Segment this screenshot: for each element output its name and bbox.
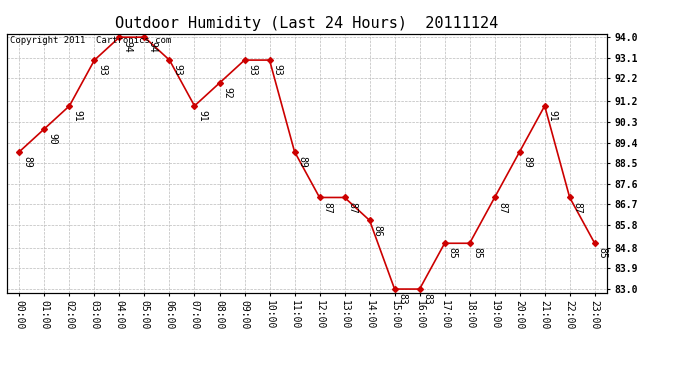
Text: 89: 89 bbox=[297, 156, 307, 168]
Text: 90: 90 bbox=[47, 133, 57, 145]
Text: 87: 87 bbox=[497, 202, 507, 213]
Text: 94: 94 bbox=[122, 41, 132, 53]
Text: 85: 85 bbox=[447, 248, 457, 259]
Text: 93: 93 bbox=[172, 64, 182, 76]
Text: Copyright 2011  Cartronics.com: Copyright 2011 Cartronics.com bbox=[10, 36, 171, 45]
Text: 89: 89 bbox=[522, 156, 533, 168]
Text: 91: 91 bbox=[197, 110, 207, 122]
Text: 92: 92 bbox=[222, 87, 233, 99]
Text: 83: 83 bbox=[422, 293, 433, 305]
Text: 93: 93 bbox=[273, 64, 282, 76]
Text: 85: 85 bbox=[473, 248, 482, 259]
Text: 87: 87 bbox=[347, 202, 357, 213]
Text: 85: 85 bbox=[598, 248, 607, 259]
Text: 87: 87 bbox=[573, 202, 582, 213]
Text: 89: 89 bbox=[22, 156, 32, 168]
Title: Outdoor Humidity (Last 24 Hours)  20111124: Outdoor Humidity (Last 24 Hours) 2011112… bbox=[115, 16, 499, 31]
Text: 83: 83 bbox=[397, 293, 407, 305]
Text: 91: 91 bbox=[547, 110, 558, 122]
Text: 87: 87 bbox=[322, 202, 333, 213]
Text: 91: 91 bbox=[72, 110, 82, 122]
Text: 93: 93 bbox=[247, 64, 257, 76]
Text: 94: 94 bbox=[147, 41, 157, 53]
Text: 93: 93 bbox=[97, 64, 107, 76]
Text: 86: 86 bbox=[373, 225, 382, 236]
